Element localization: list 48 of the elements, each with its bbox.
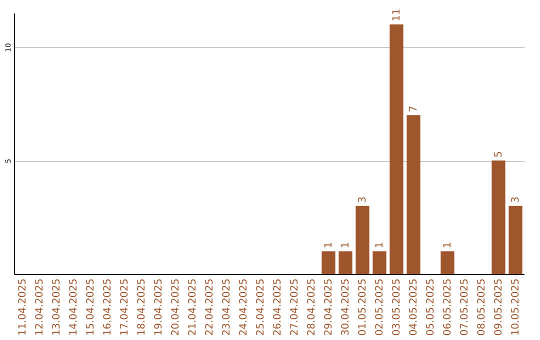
bar: [372, 251, 386, 274]
data-label: 11: [392, 8, 402, 22]
x-tick-label: 10.05.2025: [510, 278, 522, 336]
bar: [356, 206, 370, 274]
x-tick-label: 30.04.2025: [340, 278, 352, 336]
x-tick-label: 03.05.2025: [392, 278, 402, 336]
x-tick-label: 07.05.2025: [460, 278, 470, 336]
data-label: 7: [408, 106, 420, 112]
x-tick-label: 08.05.2025: [476, 278, 488, 336]
bar: [440, 251, 454, 274]
x-tick-label: 19.04.2025: [154, 278, 164, 336]
x-tick-label: 29.04.2025: [324, 278, 334, 336]
x-tick-label: 14.04.2025: [68, 278, 80, 336]
bar: [508, 206, 522, 274]
x-tick-label: 09.05.2025: [494, 278, 504, 336]
data-label: 1: [442, 242, 454, 248]
x-tick-label: 26.04.2025: [272, 278, 284, 336]
x-tick-label: 21.04.2025: [188, 278, 198, 336]
bar: [390, 24, 404, 274]
data-label: 1: [340, 242, 352, 248]
data-label: 5: [494, 151, 504, 158]
x-tick-label: 13.04.2025: [52, 278, 62, 336]
x-tick-label: 20.04.2025: [170, 278, 182, 336]
x-tick-label: 05.05.2025: [426, 278, 436, 336]
bar: [492, 160, 506, 274]
bar: [406, 115, 420, 274]
x-tick-label: 18.04.2025: [136, 278, 148, 336]
x-tick-label: 28.04.2025: [306, 278, 318, 336]
x-tick-label: 01.05.2025: [358, 278, 368, 336]
x-tick-label: 02.05.2025: [374, 278, 386, 336]
data-label: 3: [358, 196, 368, 203]
bar: [338, 251, 352, 274]
x-tick-label: 15.04.2025: [86, 278, 96, 336]
x-tick-label: 24.04.2025: [238, 278, 250, 336]
x-tick-label: 04.05.2025: [408, 278, 420, 336]
x-tick-label: 17.04.2025: [120, 278, 130, 336]
x-tick-label: 25.04.2025: [256, 278, 266, 336]
data-label: 3: [510, 196, 522, 203]
data-label: 1: [374, 242, 386, 248]
x-tick-label: 27.04.2025: [290, 278, 300, 336]
x-tick-label: 16.04.2025: [102, 278, 114, 336]
x-tick-label: 11.04.2025: [18, 278, 28, 336]
bar: [322, 251, 336, 274]
x-tick-label: 12.04.2025: [34, 278, 46, 336]
x-tick-label: 22.04.2025: [204, 278, 216, 336]
x-tick-label: 23.04.2025: [222, 278, 232, 336]
x-tick-label: 06.05.2025: [442, 278, 454, 336]
data-label: 1: [324, 242, 334, 248]
